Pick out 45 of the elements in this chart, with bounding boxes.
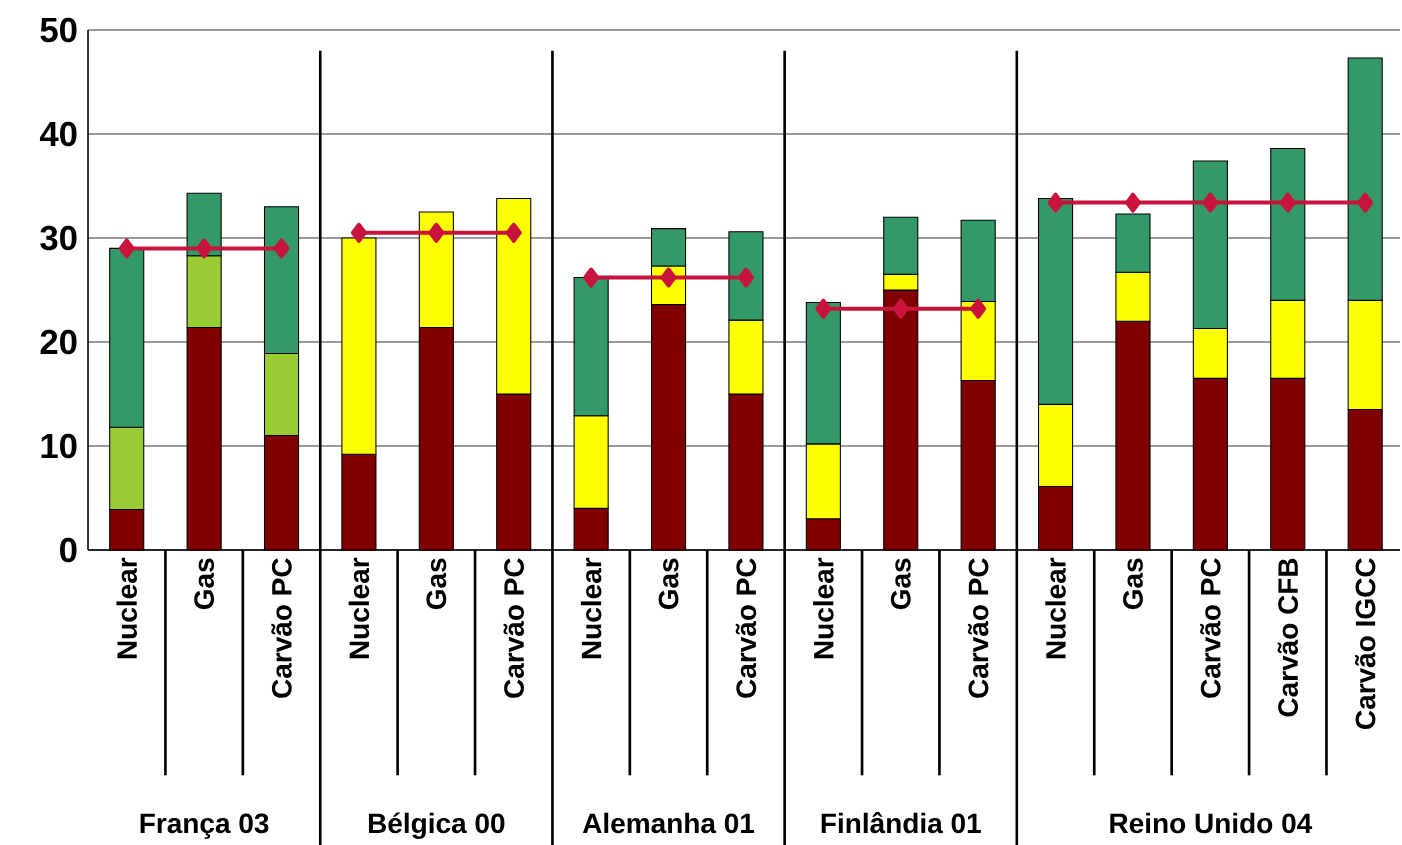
x-tick-label: Carvão PC: [967, 558, 989, 698]
point: [1279, 192, 1296, 213]
x-tick-label: Nuclear: [116, 557, 137, 659]
x-tick-label: Gas: [890, 558, 911, 610]
point: [1124, 192, 1141, 213]
y-tick-label: 10: [41, 433, 77, 459]
point: [583, 267, 600, 288]
text: Finlândia 01: [821, 812, 981, 834]
x-tick-label: Gas: [426, 558, 447, 610]
x-tick-label: Gas: [194, 558, 215, 610]
x-tick-label: Carvão IGCC: [1354, 558, 1376, 729]
x-tick-label: Carvão CFB: [1277, 558, 1298, 717]
text: Alemanha 01: [582, 812, 755, 834]
x-tick-label: Carvão PC: [271, 558, 292, 698]
point: [660, 267, 677, 288]
point: [1202, 192, 1219, 213]
x-tick-label: Carvão PC: [735, 558, 757, 698]
point: [350, 222, 367, 243]
point: [737, 267, 754, 288]
x-tick-label: Nuclear: [348, 557, 370, 659]
text: França 03: [140, 813, 269, 839]
x-tick-label: Nuclear: [580, 557, 602, 659]
x-tick-label: Gas: [658, 558, 679, 610]
y-tick-label: 30: [40, 225, 77, 251]
y-tick-label: 40: [39, 121, 77, 147]
point: [1357, 192, 1374, 213]
point: [273, 238, 290, 259]
x-tick-label: Gas: [1123, 558, 1143, 610]
y-tick-label: 50: [40, 17, 77, 43]
x-tick-label: Nuclear: [1045, 557, 1066, 659]
text: Bélgica 00: [368, 812, 505, 839]
point: [815, 298, 832, 319]
x-tick-label: Nuclear: [813, 557, 834, 659]
x-tick-label: Carvão PC: [1200, 558, 1221, 698]
text: Reino Unido 04: [1110, 812, 1313, 834]
point: [196, 238, 213, 259]
point: [892, 298, 909, 319]
point: [505, 222, 522, 243]
y-tick-label: 0: [60, 537, 77, 563]
point: [1047, 192, 1064, 213]
point: [970, 298, 987, 319]
point: [118, 238, 135, 259]
x-tick-label: Carvão PC: [503, 558, 524, 698]
point: [428, 222, 445, 243]
y-tick-label: 20: [40, 329, 77, 355]
